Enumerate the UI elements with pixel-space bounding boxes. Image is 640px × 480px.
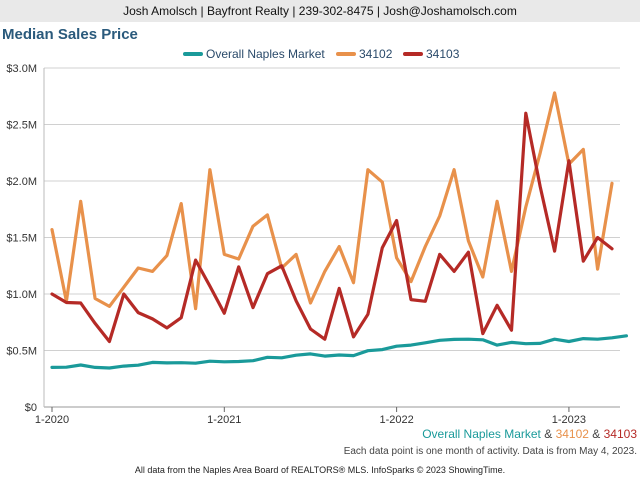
y-tick-label: $1.5M [6,233,37,245]
data-note: Each data point is one month of activity… [343,446,637,457]
caption-series-3: 34103 [603,427,637,441]
legend: Overall Naples Market 34102 34103 [183,47,460,61]
series-line-3 [50,111,614,344]
y-axis: $0 $0.5M $1.0M $1.5M $2.0M $2.5M $3.0M [6,63,37,414]
caption-ampersand-1: & [540,427,556,441]
contact-header: Josh Amolsch | Bayfront Realty | 239-302… [0,0,640,22]
line-chart: $0$0.5M$1.0M$1.5M$2.0M$2.5M$3.0M 1-2020 1… [6,47,629,426]
x-tick-label: 1-2020 [35,414,69,426]
chart-title: Median Sales Price [2,26,138,43]
caption-series-1: Overall Naples Market [422,427,541,441]
x-tick-label: 1-2023 [552,414,586,426]
y-tick-label: $0 [25,402,37,414]
series-line-1 [50,334,629,370]
x-axis: 1-2020 1-2021 1-2022 1-2023 [35,407,586,426]
x-tick-label: 1-2022 [379,414,413,426]
y-tick-label: $0.5M [6,346,37,358]
footer-attribution: All data from the Naples Area Board of R… [134,465,506,475]
legend-label-1: Overall Naples Market [206,47,325,61]
legend-label-2: 34102 [359,47,393,61]
x-tick-label: 1-2021 [207,414,241,426]
series-lines [50,91,629,370]
legend-label-3: 34103 [426,47,460,61]
grid-lines [43,67,620,408]
caption-ampersand-2: & [588,427,604,441]
y-tick-label: $1.0M [6,289,37,301]
y-tick-label: $2.0M [6,176,37,188]
contact-text: Josh Amolsch | Bayfront Realty | 239-302… [123,4,517,18]
caption-series-2: 34102 [555,427,589,441]
series-caption: Overall Naples Market & 34102 & 34103 [422,427,637,441]
y-tick-label: $3.0M [6,63,37,75]
y-tick-label: $2.5M [6,120,37,132]
